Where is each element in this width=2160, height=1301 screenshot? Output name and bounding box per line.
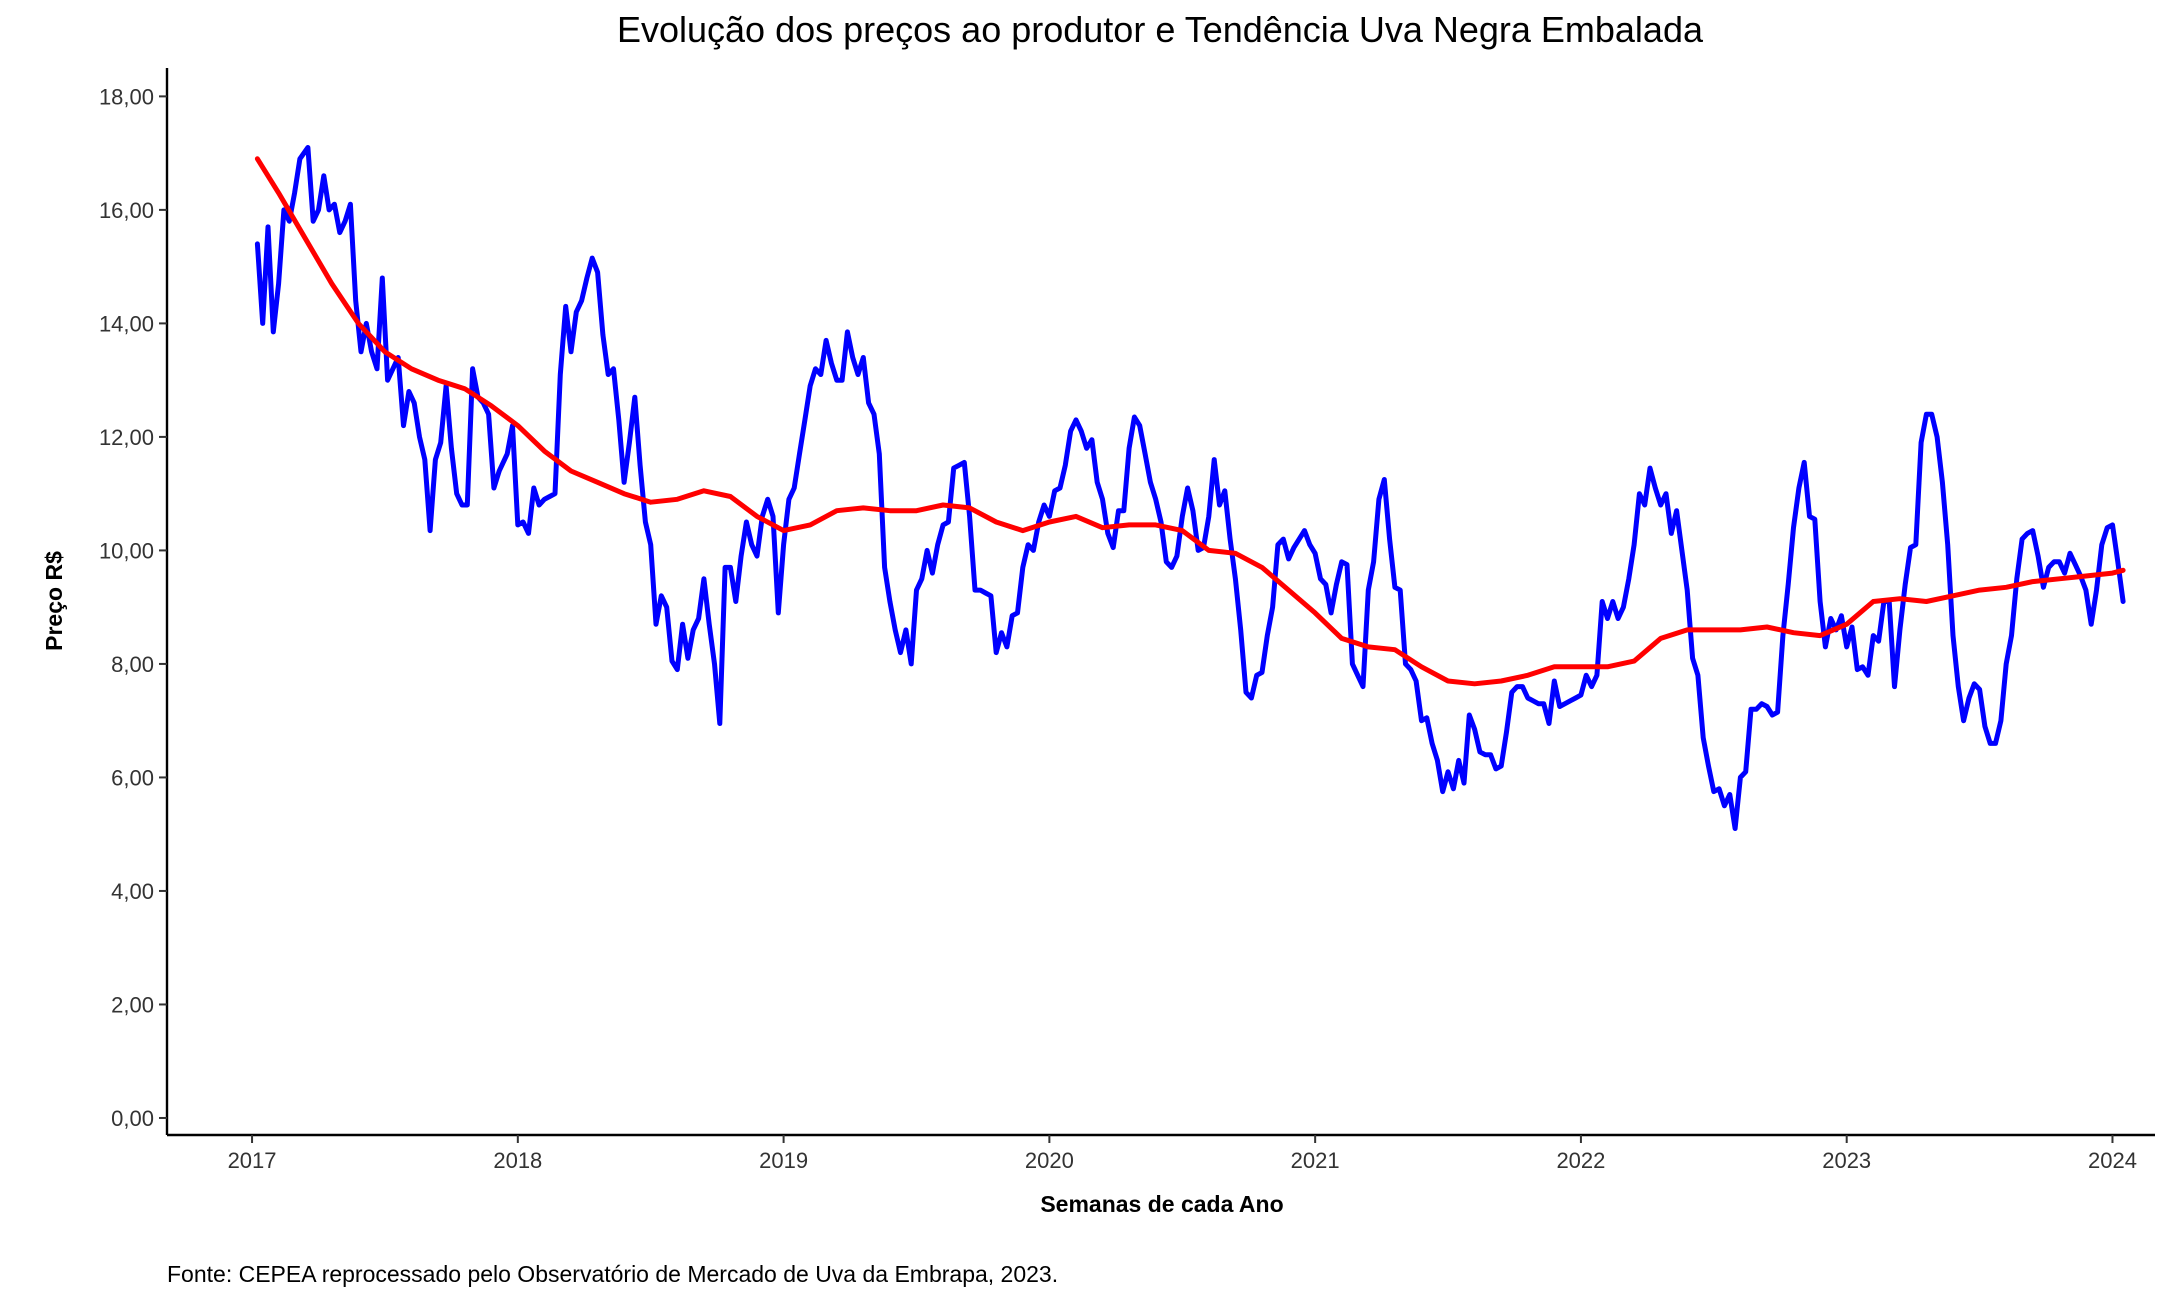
chart-title: Evolução dos preços ao produtor e Tendên…: [617, 9, 1704, 50]
x-axis: 2017 2018 2019 2020 2021 2022 2023 2024: [167, 1133, 2155, 1173]
y-tick-label: 14,00: [99, 311, 154, 336]
y-tick-label: 10,00: [99, 538, 154, 563]
x-tick-label: 2021: [1291, 1148, 1340, 1173]
y-tick-label: 4,00: [111, 879, 154, 904]
y-ticks: 0,00 2,00 4,00 6,00 8,00 10,00 12,00 14,00 16,00…: [99, 84, 167, 1131]
price-series-line: [254, 145, 2126, 831]
source-caption: Fonte: CEPEA reprocessado pelo Observató…: [167, 1261, 1058, 1287]
trend-series-line: [254, 156, 2126, 687]
x-ticks: 2017 2018 2019 2020 2021 2022 2023 2024: [228, 1135, 2137, 1173]
y-tick-label: 12,00: [99, 425, 154, 450]
y-axis-title: Preço R$: [41, 551, 67, 651]
x-tick-label: 2022: [1556, 1148, 1605, 1173]
x-tick-label: 2024: [2088, 1148, 2137, 1173]
y-tick-label: 8,00: [111, 652, 154, 677]
series-layer: [254, 145, 2126, 831]
x-tick-label: 2023: [1822, 1148, 1871, 1173]
x-tick-label: 2020: [1025, 1148, 1074, 1173]
x-tick-label: 2019: [759, 1148, 808, 1173]
y-tick-label: 18,00: [99, 84, 154, 109]
y-tick-label: 2,00: [111, 992, 154, 1017]
x-tick-label: 2018: [493, 1148, 542, 1173]
x-tick-label: 2017: [228, 1148, 277, 1173]
y-tick-label: 6,00: [111, 765, 154, 790]
x-axis-title: Semanas de cada Ano: [1040, 1191, 1283, 1217]
y-axis: 0,00 2,00 4,00 6,00 8,00 10,00 12,00 14,00 16,00…: [99, 68, 169, 1135]
y-tick-label: 16,00: [99, 198, 154, 223]
y-tick-label: 0,00: [111, 1106, 154, 1131]
